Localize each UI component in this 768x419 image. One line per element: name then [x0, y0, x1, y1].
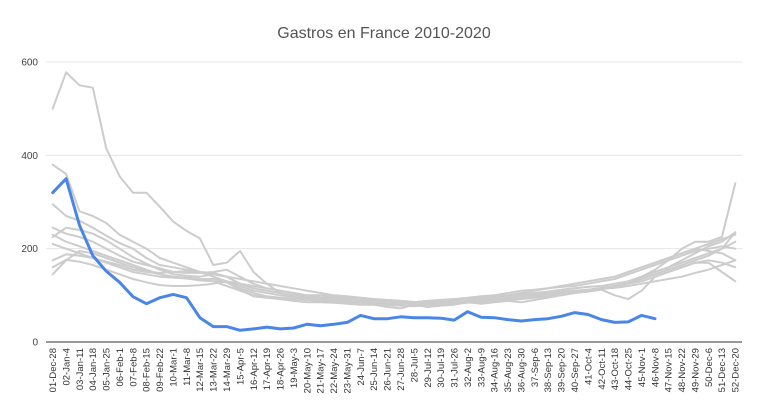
- x-tick-label: 04-Jan-18: [88, 348, 99, 391]
- x-tick-label: 29-Jul-12: [423, 348, 434, 388]
- x-axis-ticks: 01-Dec-28 02-Jan-4 03-Jan-11 04-Jan-18 05-Ja…: [48, 348, 742, 394]
- x-tick-label: 21-May-17: [316, 348, 327, 393]
- series-line-2020: [51, 177, 657, 332]
- x-tick-label: 24-Jun-7: [356, 348, 367, 386]
- x-tick-label: 51-Dec-13: [717, 348, 728, 392]
- x-tick-label: 03-Jan-11: [75, 348, 86, 390]
- x-tick-label: 15-Apr-5: [235, 348, 246, 385]
- x-tick-label: 48-Nov-22: [677, 348, 688, 392]
- series-line-2019: [51, 243, 737, 307]
- x-tick-label: 47-Nov-15: [664, 348, 675, 392]
- x-tick-label: 25-Jun-14: [369, 348, 380, 391]
- x-tick-label: 41-Oct-4: [583, 348, 594, 385]
- x-tick-label: 13-Mar-22: [209, 348, 220, 392]
- x-tick-label: 34-Aug-16: [490, 348, 501, 392]
- y-tick-label: 400: [21, 151, 38, 162]
- x-tick-label: 45-Nov-1: [637, 348, 648, 387]
- x-tick-label: 50-Dec-6: [704, 348, 715, 387]
- x-tick-label: 27-Jun-28: [396, 348, 407, 391]
- series-line-2016: [51, 258, 737, 305]
- x-tick-label: 40-Sep-27: [570, 348, 581, 392]
- chart-title: Gastros en France 2010-2020: [277, 25, 491, 42]
- x-tick-label: 37-Sep-6: [530, 348, 541, 387]
- x-tick-label: 22-May-24: [329, 348, 340, 393]
- x-tick-label: 05-Jan-25: [101, 348, 112, 391]
- x-tick-label: 07-Feb-8: [128, 348, 139, 387]
- x-tick-label: 36-Aug-30: [517, 348, 528, 392]
- x-tick-label: 43-Oct-18: [610, 348, 621, 390]
- x-tick-label: 38-Sep-13: [543, 348, 554, 392]
- x-tick-label: 08-Feb-15: [142, 348, 153, 392]
- x-tick-label: 26-Jun-21: [383, 348, 394, 391]
- x-tick-label: 20-May-10: [302, 348, 313, 393]
- x-tick-label: 12-Mar-15: [195, 348, 206, 392]
- x-tick-label: 32-Aug-2: [463, 348, 474, 387]
- series-line-2015: [51, 240, 737, 304]
- x-tick-label: 11-Mar-8: [182, 348, 193, 386]
- series-lines: [51, 71, 737, 332]
- x-tick-label: 16-Apr-12: [249, 348, 260, 390]
- x-tick-label: 18-Apr-26: [276, 348, 287, 390]
- x-tick-label: 14-Mar-29: [222, 348, 233, 392]
- y-tick-label: 0: [32, 338, 38, 349]
- x-tick-label: 02-Jan-4: [61, 348, 72, 386]
- x-tick-label: 01-Dec-28: [48, 348, 59, 392]
- x-tick-label: 09-Feb-22: [155, 348, 166, 392]
- x-tick-label: 17-Apr-19: [262, 348, 273, 390]
- x-tick-label: 06-Feb-1: [115, 348, 126, 387]
- x-tick-label: 46-Nov-8: [650, 348, 661, 387]
- y-tick-label: 600: [21, 58, 38, 69]
- x-tick-label: 10-Mar-1: [168, 348, 179, 387]
- y-axis-ticks: 0 200 400 600: [21, 58, 38, 349]
- x-tick-label: 30-Jul-19: [436, 348, 447, 388]
- x-tick-label: 44-Oct-25: [624, 348, 635, 390]
- x-tick-label: 23-May-31: [343, 348, 354, 393]
- x-tick-label: 31-Jul-26: [450, 348, 461, 388]
- x-tick-label: 39-Sep-20: [557, 348, 568, 392]
- x-tick-label: 19-May-3: [289, 348, 300, 388]
- x-tick-label: 28-Jul-5: [409, 348, 420, 382]
- x-tick-label: 52-Dec-20: [731, 348, 742, 392]
- x-tick-label: 35-Aug-23: [503, 348, 514, 392]
- x-tick-label: 33-Aug-9: [476, 348, 487, 387]
- gridlines: [46, 61, 742, 343]
- x-tick-label: 42-Oct-11: [597, 348, 608, 390]
- y-tick-label: 200: [21, 244, 38, 255]
- x-tick-label: 49-Nov-29: [691, 348, 702, 392]
